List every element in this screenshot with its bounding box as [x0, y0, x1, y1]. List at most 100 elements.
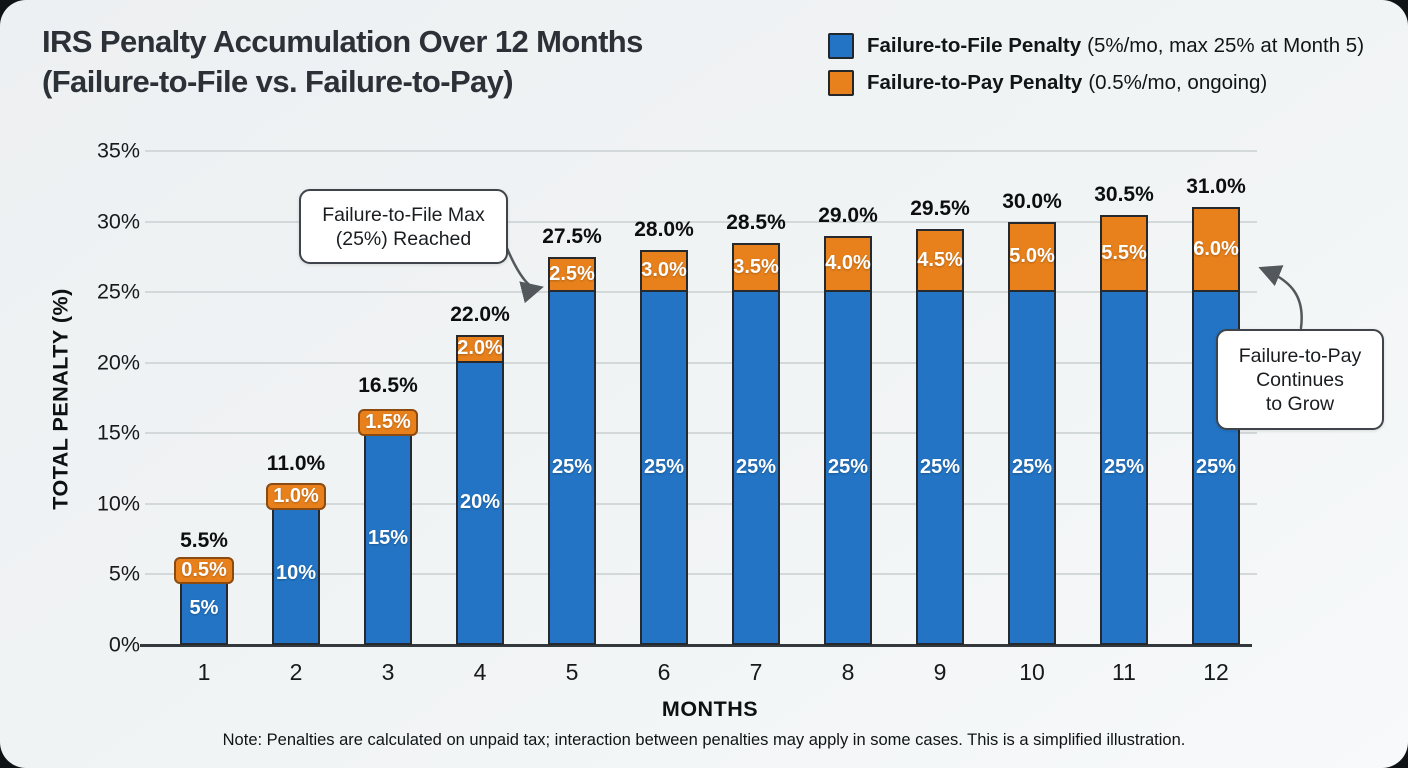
bar-segment-failure-to-pay: 5.0% [1008, 221, 1056, 293]
bar-segment-failure-to-pay: 1.0% [266, 483, 326, 511]
bar-segment-label: 5.0% [1009, 245, 1055, 268]
bar-month-10: 30.0% 5.0% 25% [1002, 190, 1062, 645]
bar-segment-label: 25% [827, 456, 869, 479]
bar-segment-failure-to-pay: 5.5% [1100, 214, 1148, 293]
gridline [145, 573, 1257, 576]
bar-month-1: 5.5% 0.5% 5% [174, 529, 234, 645]
bar-segment-label: 3.0% [641, 259, 687, 282]
bar-total-label: 28.5% [726, 210, 786, 234]
bar-segment-label: 1.5% [358, 409, 418, 437]
legend-swatch-blue [828, 33, 854, 59]
y-tick-label: 15% [96, 420, 140, 445]
arrow-to-month12-icon [1258, 265, 1303, 330]
bar-month-11: 30.5% 5.5% 25% [1094, 183, 1154, 645]
bar-segment-failure-to-pay: 4.5% [916, 228, 964, 293]
legend-item-failure-to-file: Failure-to-File Penalty (5%/mo, max 25% a… [828, 33, 1364, 59]
bar-month-4: 22.0% 2.0% 20% [450, 303, 510, 645]
bar-month-7: 28.5% 3.5% 25% [726, 211, 786, 645]
bar-segment-failure-to-pay: 0.5% [174, 557, 234, 585]
x-axis-title: MONTHS [661, 697, 759, 721]
bar-segment-label: 2.0% [457, 337, 503, 360]
bar-month-5: 27.5% 2.5% 25% [542, 225, 602, 645]
bar-segment-label: 25% [919, 456, 961, 479]
bar-month-6: 28.0% 3.0% 25% [634, 218, 694, 645]
bar-segment-failure-to-pay: 2.5% [548, 256, 596, 293]
legend-swatch-orange [828, 70, 854, 96]
bar-total-label: 30.0% [1002, 189, 1062, 213]
bar-segment-failure-to-file: 25% [732, 292, 780, 645]
x-tick-label: 6 [657, 659, 671, 685]
gridline [145, 220, 1257, 223]
bar-segment-label: 25% [1195, 456, 1237, 479]
bar-segment-failure-to-file: 5% [180, 574, 228, 645]
bar-segment-label: 25% [643, 456, 685, 479]
annotation-line: Failure-to-Pay [1238, 344, 1362, 367]
x-tick-label: 7 [749, 659, 763, 685]
bar-total-label: 27.5% [542, 224, 602, 248]
bar-segment-label: 25% [1103, 456, 1145, 479]
footnote: Note: Penalties are calculated on unpaid… [222, 731, 1186, 749]
bar-segment-failure-to-file: 25% [916, 292, 964, 645]
bar-segment-label: 0.5% [174, 557, 234, 585]
bar-segment-label: 4.0% [825, 252, 871, 275]
x-axis-line [140, 644, 1252, 647]
x-tick-label: 10 [1019, 659, 1045, 685]
annotation-line: Continues [1256, 368, 1344, 391]
x-tick-label: 12 [1203, 659, 1229, 685]
y-tick-label: 20% [96, 350, 140, 375]
x-tick-label: 1 [197, 659, 211, 685]
bar-segment-label: 3.5% [733, 255, 779, 278]
bar-segment-label: 15% [367, 526, 409, 549]
bar-segment-failure-to-file: 25% [640, 292, 688, 645]
legend-label: Failure-to-Pay Penalty (0.5%/mo, ongoing) [867, 71, 1268, 94]
y-tick-label: 30% [96, 209, 140, 234]
bar-segment-failure-to-pay: 3.5% [732, 242, 780, 293]
y-tick-label: 10% [96, 491, 140, 516]
annotation-line: to Grow [1265, 392, 1335, 415]
page-title: IRS Penalty Accumulation Over 12 Months … [42, 22, 643, 102]
bar-segment-label: 5.5% [1101, 241, 1147, 264]
bar-segment-failure-to-file: 25% [548, 292, 596, 645]
title-line-2: (Failure-to-File vs. Failure-to-Pay) [42, 64, 514, 99]
y-tick-label: 25% [96, 279, 140, 304]
title-line-1: IRS Penalty Accumulation Over 12 Months [42, 24, 643, 59]
bar-segment-label: 2.5% [549, 263, 595, 286]
bar-segment-failure-to-file: 25% [824, 292, 872, 645]
x-tick-label: 11 [1112, 659, 1136, 685]
bar-total-label: 30.5% [1094, 182, 1154, 206]
bar-segment-failure-to-file: 20% [456, 362, 504, 645]
gridline [145, 291, 1257, 294]
bar-total-label: 29.5% [910, 196, 970, 220]
bar-total-label: 29.0% [818, 203, 878, 227]
bar-segment-failure-to-file: 25% [1008, 292, 1056, 645]
bar-segment-failure-to-pay: 1.5% [358, 409, 418, 437]
bar-segment-failure-to-pay: 2.0% [456, 334, 504, 363]
bar-total-label: 31.0% [1186, 175, 1246, 199]
arrow-to-month5-icon [504, 244, 544, 304]
gridline [145, 150, 1257, 152]
bar-segment-label: 4.5% [917, 248, 963, 271]
annotation-failure-to-pay-grow: Failure-to-Pay Continues to Grow [1216, 329, 1384, 430]
bar-segment-failure-to-pay: 3.0% [640, 249, 688, 293]
legend-item-failure-to-pay: Failure-to-Pay Penalty (0.5%/mo, ongoing) [828, 70, 1364, 96]
bar-total-label: 5.5% [180, 529, 228, 553]
y-tick-label: 5% [108, 561, 140, 586]
bar-month-8: 29.0% 4.0% 25% [818, 204, 878, 645]
x-tick-label: 4 [473, 659, 487, 685]
bar-month-2: 11.0% 1.0% 10% [266, 452, 326, 645]
bar-segment-label: 10% [275, 561, 317, 584]
bar-segment-label: 25% [1011, 456, 1053, 479]
bar-month-9: 29.5% 4.5% 25% [910, 197, 970, 645]
gridline [145, 432, 1257, 435]
annotation-failure-to-file-max: Failure-to-File Max (25%) Reached [299, 189, 508, 264]
legend-label: Failure-to-File Penalty (5%/mo, max 25% a… [867, 34, 1365, 57]
bar-total-label: 22.0% [450, 302, 510, 326]
bar-segment-label: 25% [551, 456, 593, 479]
bar-segment-label: 25% [735, 456, 777, 479]
bar-month-3: 16.5% 1.5% 15% [358, 374, 418, 645]
y-axis-title: TOTAL PENALTY (%) [48, 288, 73, 510]
bar-segment-label: 1.0% [266, 483, 326, 511]
x-tick-label: 8 [841, 659, 855, 685]
x-tick-label: 9 [933, 659, 947, 685]
